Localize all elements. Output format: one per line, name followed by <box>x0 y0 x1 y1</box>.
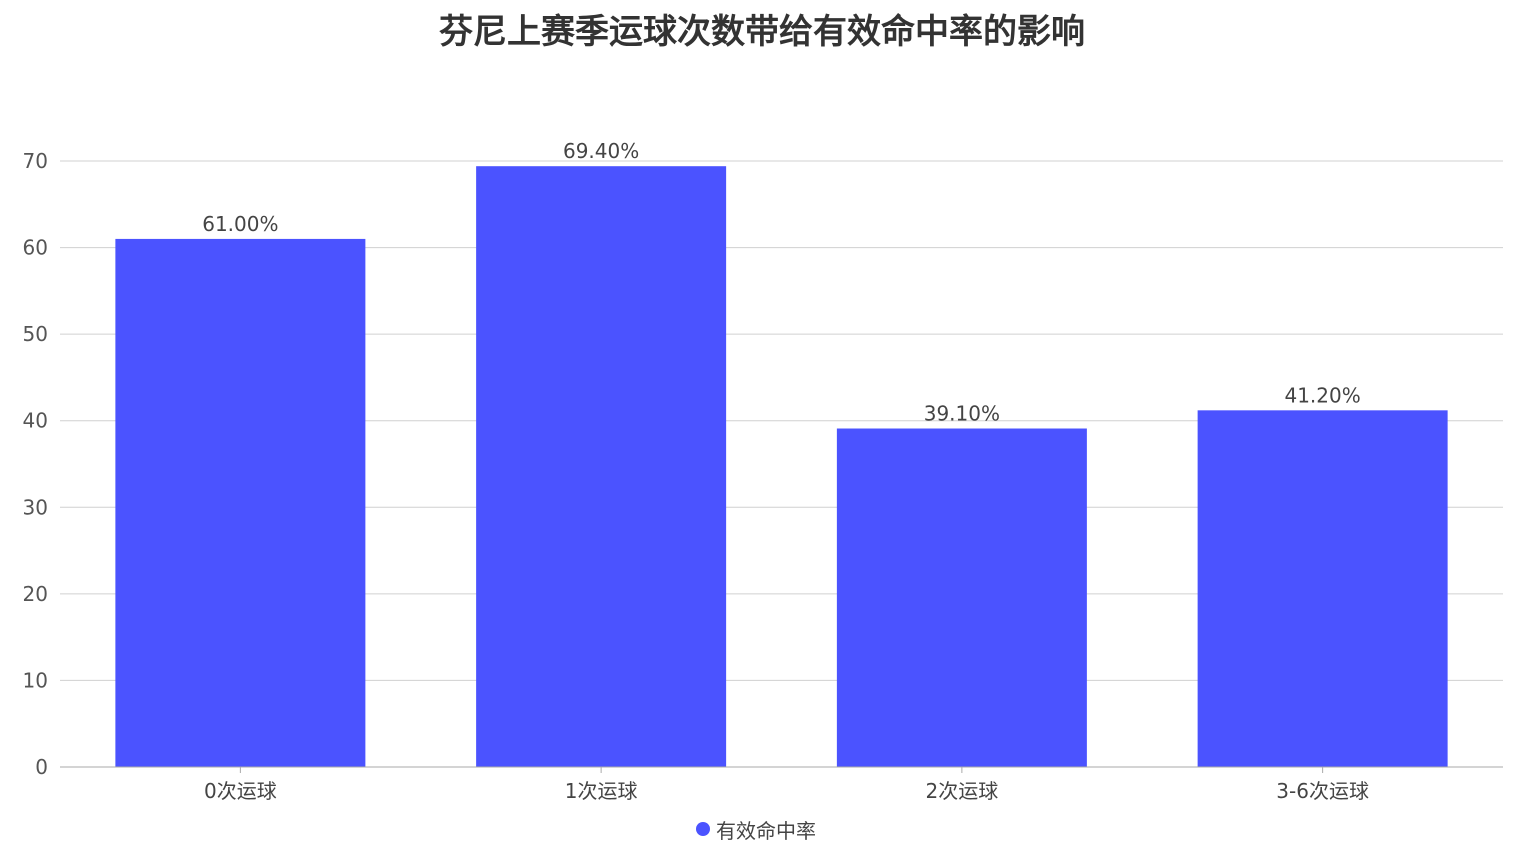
bar <box>115 238 366 767</box>
x-tick-label: 3-6次运球 <box>1276 779 1369 803</box>
data-label: 41.20% <box>1284 383 1360 407</box>
y-tick-label: 0 <box>35 755 48 779</box>
y-axis-ticks: 0 10 20 30 40 50 60 70 <box>23 149 48 779</box>
x-axis-ticks: 0次运球 1次运球 2次运球 3-6次运球 <box>204 767 1369 803</box>
y-tick-label: 50 <box>23 322 48 346</box>
y-tick-label: 60 <box>23 236 48 260</box>
y-tick-label: 20 <box>23 582 48 606</box>
data-labels: 61.00% 69.40% 39.10% 41.20% <box>202 139 1361 425</box>
bar <box>1197 410 1448 767</box>
legend-label: 有效命中率 <box>716 818 816 843</box>
bars <box>115 166 1448 768</box>
chart-title: 芬尼上赛季运球次数带给有效命中率的影响 <box>439 12 1085 52</box>
bar <box>476 166 727 768</box>
y-tick-label: 30 <box>23 495 48 519</box>
data-label: 61.00% <box>202 212 278 236</box>
legend[interactable]: 有效命中率 <box>696 814 816 844</box>
x-tick-label: 0次运球 <box>204 779 277 803</box>
y-tick-label: 10 <box>23 668 48 692</box>
y-tick-label: 40 <box>23 409 48 433</box>
legend-swatch-icon <box>696 822 710 836</box>
bar <box>836 428 1087 767</box>
x-tick-label: 1次运球 <box>565 779 638 803</box>
y-tick-label: 70 <box>23 149 48 173</box>
x-tick-label: 2次运球 <box>926 779 999 803</box>
data-label: 69.40% <box>563 139 639 163</box>
data-label: 39.10% <box>924 402 1000 426</box>
